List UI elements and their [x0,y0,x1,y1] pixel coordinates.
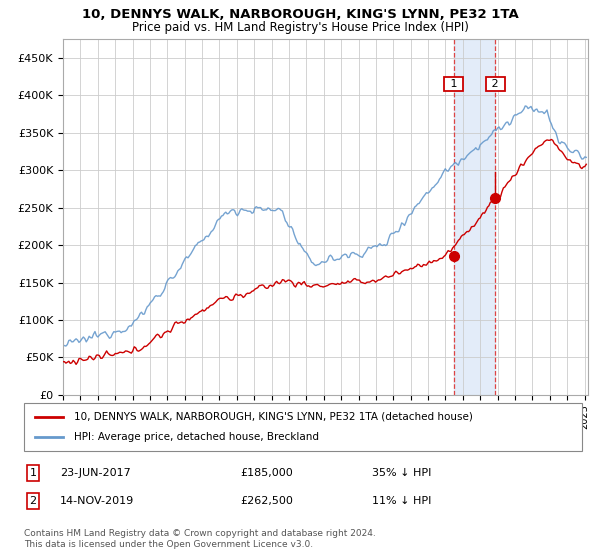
Text: 2: 2 [29,496,37,506]
Text: £262,500: £262,500 [240,496,293,506]
Text: 11% ↓ HPI: 11% ↓ HPI [372,496,431,506]
Text: 10, DENNYS WALK, NARBOROUGH, KING'S LYNN, PE32 1TA: 10, DENNYS WALK, NARBOROUGH, KING'S LYNN… [82,8,518,21]
Text: 14-NOV-2019: 14-NOV-2019 [60,496,134,506]
Text: 35% ↓ HPI: 35% ↓ HPI [372,468,431,478]
Bar [454,39,496,395]
Text: 1: 1 [29,468,37,478]
Text: 10, DENNYS WALK, NARBOROUGH, KING'S LYNN, PE32 1TA (detached house): 10, DENNYS WALK, NARBOROUGH, KING'S LYNN… [74,412,473,422]
Text: Contains HM Land Registry data © Crown copyright and database right 2024.
This d: Contains HM Land Registry data © Crown c… [24,529,376,549]
Text: Price paid vs. HM Land Registry's House Price Index (HPI): Price paid vs. HM Land Registry's House … [131,21,469,34]
Text: £185,000: £185,000 [240,468,293,478]
FancyBboxPatch shape [24,403,582,451]
Text: 1: 1 [446,79,461,89]
Text: 23-JUN-2017: 23-JUN-2017 [60,468,131,478]
Text: HPI: Average price, detached house, Breckland: HPI: Average price, detached house, Brec… [74,432,319,442]
Text: 2: 2 [488,79,502,89]
